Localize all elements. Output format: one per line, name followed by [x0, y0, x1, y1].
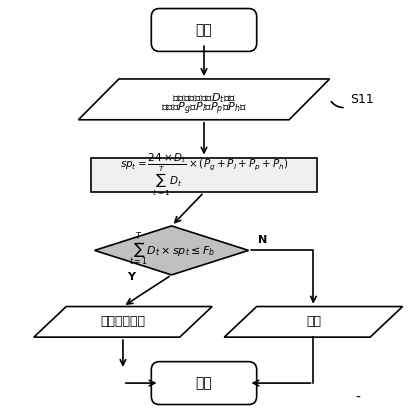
Polygon shape: [224, 307, 403, 337]
Text: 开始: 开始: [195, 23, 213, 37]
Text: 输出实时电价: 输出实时电价: [100, 315, 146, 328]
Text: 输入转移后负荷$D_t$及销: 输入转移后负荷$D_t$及销: [172, 91, 236, 105]
FancyBboxPatch shape: [151, 362, 257, 404]
Text: 售电价$P_g$、$P_l$、$P_p$、$P_h$等: 售电价$P_g$、$P_l$、$P_p$、$P_h$等: [161, 100, 247, 117]
Polygon shape: [34, 307, 212, 337]
Text: $sp_t = \dfrac{24 \times D_t}{\sum_{t=1}^{T}D_t} \times (P_g + P_l + P_p + P_h)$: $sp_t = \dfrac{24 \times D_t}{\sum_{t=1}…: [120, 152, 288, 198]
Text: Y: Y: [127, 272, 135, 282]
Polygon shape: [95, 226, 248, 275]
Text: N: N: [258, 235, 267, 245]
Bar: [91, 157, 317, 192]
Text: -: -: [355, 390, 360, 404]
FancyBboxPatch shape: [151, 9, 257, 51]
Text: 无解: 无解: [306, 315, 321, 328]
Text: $\sum_{t=1}^{T}D_t \times sp_t \leq F_b$: $\sum_{t=1}^{T}D_t \times sp_t \leq F_b$: [129, 232, 215, 269]
Polygon shape: [78, 79, 330, 120]
Text: S11: S11: [350, 93, 374, 106]
Text: 结束: 结束: [195, 376, 213, 390]
